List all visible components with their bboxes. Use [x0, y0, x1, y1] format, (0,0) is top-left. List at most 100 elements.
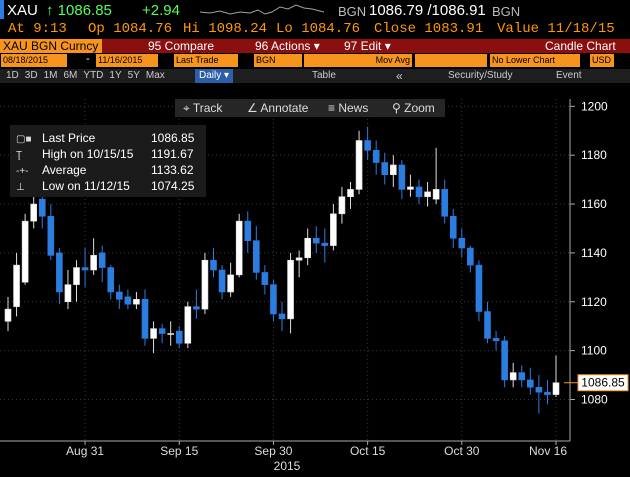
- candle-body: [415, 186, 423, 198]
- candle-body: [492, 338, 500, 342]
- x-tick-label: Aug 31: [66, 444, 104, 458]
- marker: [0, 0, 4, 19]
- quote-value: Value 11/18/15: [497, 21, 615, 37]
- candle-body: [261, 272, 269, 285]
- actions-button[interactable]: 96 Actions ▾: [255, 39, 320, 53]
- legend-value: 1074.25: [151, 179, 195, 193]
- edit-button[interactable]: 97 Edit ▾: [344, 39, 391, 53]
- candle-body: [244, 220, 252, 241]
- period-button[interactable]: YTD: [83, 70, 104, 81]
- candle-body: [509, 372, 517, 381]
- event-button[interactable]: Event: [556, 70, 582, 81]
- period-button[interactable]: 6M: [63, 70, 78, 81]
- candle-body: [4, 308, 12, 322]
- y-tick-label: 1160: [581, 197, 607, 211]
- candle-body: [98, 252, 106, 268]
- quote-time: At 9:13: [8, 21, 67, 37]
- legend-icon: ▢■: [16, 134, 32, 145]
- candle-body: [90, 255, 97, 271]
- period-button[interactable]: 1M: [43, 70, 58, 81]
- candle-body: [355, 140, 363, 190]
- candle-body: [141, 299, 149, 339]
- candle-body: [295, 257, 303, 261]
- candle-body: [398, 164, 406, 190]
- period-button[interactable]: Max: [145, 70, 165, 81]
- candle-body: [116, 291, 123, 300]
- x-tick-label: Oct 30: [444, 444, 480, 458]
- candle-body: [424, 191, 431, 198]
- study-empty[interactable]: [415, 54, 487, 67]
- lower-chart[interactable]: No Lower Chart: [490, 54, 580, 67]
- candle-body: [270, 284, 277, 315]
- period-button[interactable]: 3D: [24, 70, 38, 81]
- x-tick-label: Nov 16: [529, 444, 567, 458]
- legend-icon: ⊥: [16, 182, 25, 193]
- candle-body: [441, 189, 448, 217]
- candle-body: [107, 267, 115, 293]
- field[interactable]: Last Trade: [174, 54, 238, 67]
- news-button[interactable]: ≡ News: [328, 101, 369, 115]
- candle-body: [56, 252, 63, 293]
- candle-body: [372, 150, 380, 163]
- period-button[interactable]: 5Y: [127, 70, 140, 81]
- period-button[interactable]: 1Y: [109, 70, 122, 81]
- candle-body: [235, 220, 243, 276]
- x-axis-label: 2015: [274, 459, 301, 473]
- end-date[interactable]: 11/16/2015: [96, 54, 158, 67]
- legend-label: Average: [42, 163, 87, 177]
- back-button[interactable]: «: [396, 69, 403, 83]
- candle-body: [21, 220, 29, 283]
- candle-body: [484, 311, 491, 339]
- study[interactable]: Mov Avg: [304, 54, 412, 67]
- candle-body: [330, 213, 337, 246]
- table-button[interactable]: Table: [312, 70, 336, 81]
- track-button[interactable]: ⌖ Track: [183, 101, 223, 115]
- zoom-button[interactable]: ⚲ Zoom: [392, 101, 435, 115]
- candle-body: [390, 164, 397, 176]
- candle-body: [475, 264, 483, 312]
- security-study[interactable]: Security/Study: [448, 70, 513, 81]
- candle-body: [184, 306, 192, 344]
- candle-body: [407, 186, 414, 190]
- last-price-label: 1086.85: [581, 376, 625, 390]
- tool-bar: [175, 99, 445, 117]
- legend-label: High on 10/15/15: [42, 147, 134, 161]
- candle-body: [544, 391, 551, 395]
- candle-body: [501, 340, 508, 381]
- legend-value: 1086.85: [151, 131, 195, 145]
- start-date[interactable]: 08/18/2015: [1, 54, 67, 67]
- candle-body: [193, 306, 200, 310]
- compare-button[interactable]: 95 Compare: [148, 39, 215, 53]
- security[interactable]: XAU BGN Curncy: [0, 39, 102, 53]
- candle-body: [287, 259, 294, 320]
- candle-body: [30, 203, 37, 222]
- annotate-button[interactable]: ∠ Annotate: [247, 101, 309, 115]
- periods: 1D 3D 1M 6M YTD 1Y 5Y Max: [6, 69, 171, 83]
- field-source[interactable]: BGN: [254, 54, 302, 67]
- frequency[interactable]: Daily ▾: [195, 69, 234, 83]
- last-price-box: [577, 374, 629, 392]
- legend-label: Last Price: [42, 131, 96, 145]
- candle-body: [552, 382, 560, 395]
- y-tick-label: 1180: [581, 148, 607, 162]
- x-tick-label: Oct 15: [350, 444, 386, 458]
- candle-body: [467, 247, 474, 266]
- candle-body: [175, 330, 183, 344]
- last-price: ↑ 1086.85: [46, 2, 112, 19]
- legend-value: 1133.62: [151, 163, 194, 177]
- candle-body: [227, 274, 234, 293]
- candle-body: [210, 259, 217, 271]
- candle-body: [458, 237, 466, 249]
- candle-body: [73, 267, 80, 285]
- candle-body: [381, 162, 389, 176]
- toolbar: [0, 39, 630, 53]
- currency[interactable]: USD: [590, 54, 614, 67]
- quote-low: Lo 1084.76: [276, 21, 361, 37]
- quote-open: Op 1084.76: [88, 21, 173, 37]
- legend: ▢■ Last Price 1086.85 Ţ High on 10/15/15 1191…: [10, 125, 206, 197]
- y-tick-label: 1080: [581, 392, 608, 406]
- chart-type[interactable]: Candle Chart: [545, 39, 616, 53]
- period-button[interactable]: 1D: [6, 70, 19, 81]
- y-tick-label: 1100: [581, 344, 607, 358]
